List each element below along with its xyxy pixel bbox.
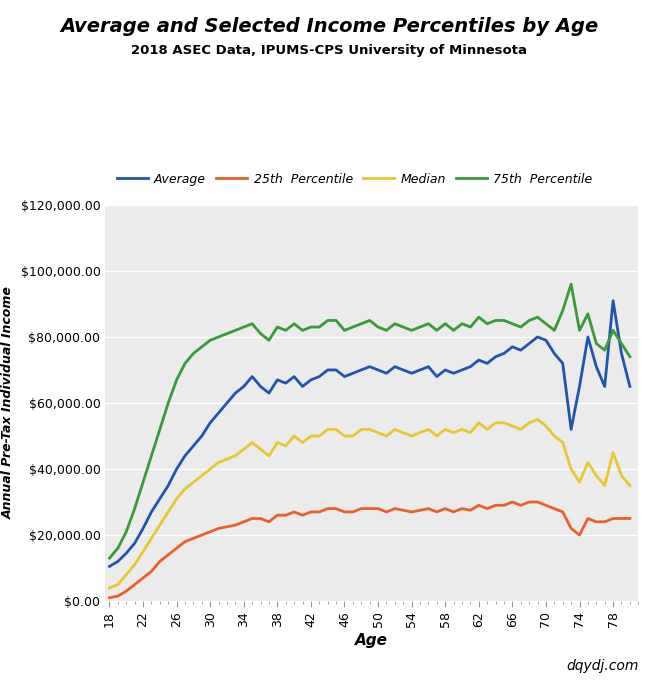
- Median: [248, 438, 256, 447]
- 25th  Percentile: [366, 505, 374, 513]
- Median: [534, 415, 542, 423]
- Average: [105, 562, 113, 570]
- 25th  Percentile: [105, 594, 113, 602]
- Median: [617, 471, 625, 479]
- Text: 2018 ASEC Data, IPUMS-CPS University of Minnesota: 2018 ASEC Data, IPUMS-CPS University of …: [131, 44, 527, 57]
- Median: [265, 451, 273, 460]
- 25th  Percentile: [467, 506, 474, 514]
- 25th  Percentile: [349, 508, 357, 516]
- Average: [609, 296, 617, 305]
- 75th  Percentile: [467, 323, 474, 331]
- 25th  Percentile: [626, 514, 634, 522]
- Text: dqydj.com: dqydj.com: [566, 659, 638, 673]
- Median: [366, 426, 374, 434]
- 25th  Percentile: [265, 518, 273, 526]
- 75th  Percentile: [248, 320, 256, 328]
- Line: 75th  Percentile: 75th Percentile: [109, 284, 630, 558]
- Line: Average: Average: [109, 301, 630, 566]
- 25th  Percentile: [248, 514, 256, 522]
- Average: [265, 389, 273, 398]
- 75th  Percentile: [265, 336, 273, 344]
- Text: Average and Selected Income Percentiles by Age: Average and Selected Income Percentiles …: [60, 17, 598, 36]
- 75th  Percentile: [105, 554, 113, 562]
- Median: [105, 584, 113, 592]
- Median: [626, 482, 634, 490]
- 75th  Percentile: [626, 352, 634, 361]
- Median: [467, 429, 474, 437]
- Y-axis label: Annual Pre-Tax Individual Income: Annual Pre-Tax Individual Income: [2, 287, 15, 519]
- Average: [626, 382, 634, 391]
- 75th  Percentile: [366, 316, 374, 324]
- Average: [617, 349, 625, 358]
- Line: 25th  Percentile: 25th Percentile: [109, 502, 630, 598]
- 25th  Percentile: [509, 498, 517, 506]
- Legend: Average, 25th  Percentile, Median, 75th  Percentile: Average, 25th Percentile, Median, 75th P…: [111, 168, 597, 191]
- Average: [248, 372, 256, 380]
- Average: [467, 363, 474, 371]
- Line: Median: Median: [109, 419, 630, 588]
- 25th  Percentile: [617, 514, 625, 522]
- 75th  Percentile: [617, 339, 625, 348]
- X-axis label: Age: Age: [355, 633, 388, 648]
- 75th  Percentile: [567, 280, 575, 288]
- Average: [349, 369, 357, 377]
- Median: [349, 432, 357, 440]
- Average: [366, 363, 374, 371]
- 75th  Percentile: [349, 323, 357, 331]
